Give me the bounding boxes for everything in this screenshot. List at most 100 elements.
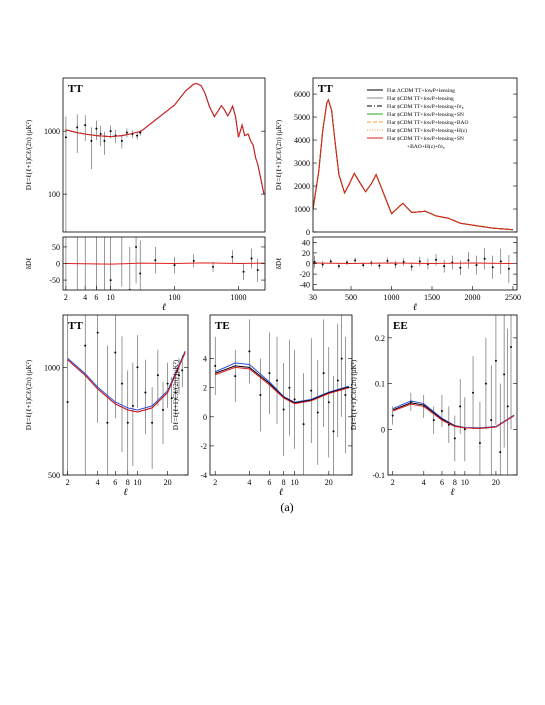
data-point (114, 351, 117, 354)
y-axis-label: δDℓ (275, 258, 283, 270)
data-point (173, 264, 176, 267)
y-tick-label: 0 (203, 413, 207, 422)
data-point (120, 382, 123, 385)
data-point (282, 408, 285, 411)
data-point (432, 419, 435, 422)
model-curve (392, 403, 515, 429)
x-axis-label: ℓ (413, 302, 417, 313)
model-curve (65, 262, 264, 265)
model-curve (65, 82, 265, 195)
frame (312, 77, 518, 233)
data-point (310, 389, 313, 392)
data-point (378, 264, 381, 267)
x-axis-label: ℓ (279, 487, 283, 498)
legend-label: Flat ϕCDM TT+lowP+lensing+BAO (387, 120, 468, 126)
data-point (120, 139, 123, 142)
data-point (499, 451, 502, 454)
x-tick-label: 4 (96, 478, 100, 487)
panel-label: TT (68, 83, 83, 95)
data-point (95, 127, 98, 130)
data-point (106, 421, 109, 424)
data-point (463, 428, 466, 431)
data-point (103, 196, 105, 198)
y-tick-label: -40 (299, 281, 310, 290)
x-tick-label: 2 (391, 478, 395, 487)
y-axis-label: Dℓ=ℓ(ℓ+1)Cℓ/(2π) (μK²) (172, 359, 180, 430)
panel-label: TE (215, 320, 230, 332)
data-point (242, 270, 245, 273)
data-point (84, 163, 86, 165)
x-tick-label: 2000 (464, 293, 480, 302)
x-tick-label: 2 (213, 478, 217, 487)
y-tick-label: 0.1 (375, 380, 385, 389)
panel: -50 0 50 2 4 6 10 100 1000 δDℓ ℓ (25, 163, 266, 313)
data-point (84, 124, 87, 127)
data-point (490, 419, 493, 422)
x-tick-label: 20 (492, 478, 500, 487)
y-tick-label: 20 (302, 249, 310, 258)
data-point (322, 372, 325, 375)
x-tick-label: 1000 (230, 293, 246, 302)
y-axis-label: δDℓ (25, 258, 33, 270)
x-axis-label: ℓ (162, 302, 166, 313)
plot-area (391, 315, 515, 475)
data-point (99, 133, 102, 136)
data-point (139, 272, 142, 275)
data-point (410, 265, 413, 268)
data-point (340, 357, 343, 360)
plot-area (214, 315, 349, 475)
data-point (336, 379, 339, 382)
x-tick-label: 6 (113, 478, 117, 487)
data-point (475, 264, 478, 267)
data-point (327, 401, 330, 404)
data-point (276, 379, 279, 382)
y-tick-label: -50 (49, 276, 60, 285)
frame (387, 314, 518, 476)
data-point (156, 374, 159, 377)
data-point (109, 130, 112, 133)
data-point (125, 131, 128, 134)
data-point (248, 350, 251, 353)
y-tick-label: 50 (52, 243, 60, 252)
data-point (443, 265, 446, 268)
x-tick-label: 1000 (384, 293, 400, 302)
data-point (316, 411, 319, 414)
x-tick-label: 8 (453, 478, 457, 487)
x-axis-label: ℓ (123, 487, 127, 498)
data-point (144, 391, 147, 394)
x-axis-label: ℓ (450, 487, 454, 498)
y-tick-label: 2 (203, 384, 207, 393)
panel: 500 1000 2 4 6 8 10 20 TT Dℓ=ℓ(ℓ+1)Cℓ/(2π) (μK²) ℓ (25, 314, 189, 498)
y-tick-label: 3000 (294, 159, 310, 168)
frame (209, 314, 353, 476)
y-tick-label: 6000 (294, 90, 310, 99)
panel-label: EE (393, 320, 408, 332)
x-tick-label: 6 (267, 478, 271, 487)
y-tick-label: 2000 (294, 182, 310, 191)
x-tick-label: 2500 (505, 293, 521, 302)
x-tick-label: 100 (169, 293, 181, 302)
data-point (126, 421, 129, 424)
data-point (478, 442, 481, 444)
x-tick-label: 2 (66, 478, 70, 487)
data-point (139, 131, 142, 134)
data-point (288, 386, 291, 389)
data-point (313, 260, 316, 263)
data-point (109, 279, 112, 282)
panel-label: TT (318, 83, 333, 95)
y-tick-label: 0 (306, 260, 310, 269)
data-point (90, 139, 93, 142)
x-tick-label: 1500 (424, 293, 440, 302)
y-axis-label: Dℓ=ℓ(ℓ+1)Cℓ/(2π) (μK²) (350, 359, 358, 430)
x-tick-label: 4 (247, 478, 251, 487)
panel-label: TT (68, 320, 83, 332)
data-point (64, 136, 67, 139)
data-point (250, 257, 253, 260)
y-tick-label: 4000 (294, 136, 310, 145)
data-point (84, 344, 87, 347)
data-point (337, 265, 340, 268)
y-axis-label: Dℓ=ℓ(ℓ+1)Cℓ/(2π) (μK²) (25, 119, 33, 190)
y-tick-label: 0.2 (375, 334, 385, 343)
data-point (136, 366, 139, 369)
